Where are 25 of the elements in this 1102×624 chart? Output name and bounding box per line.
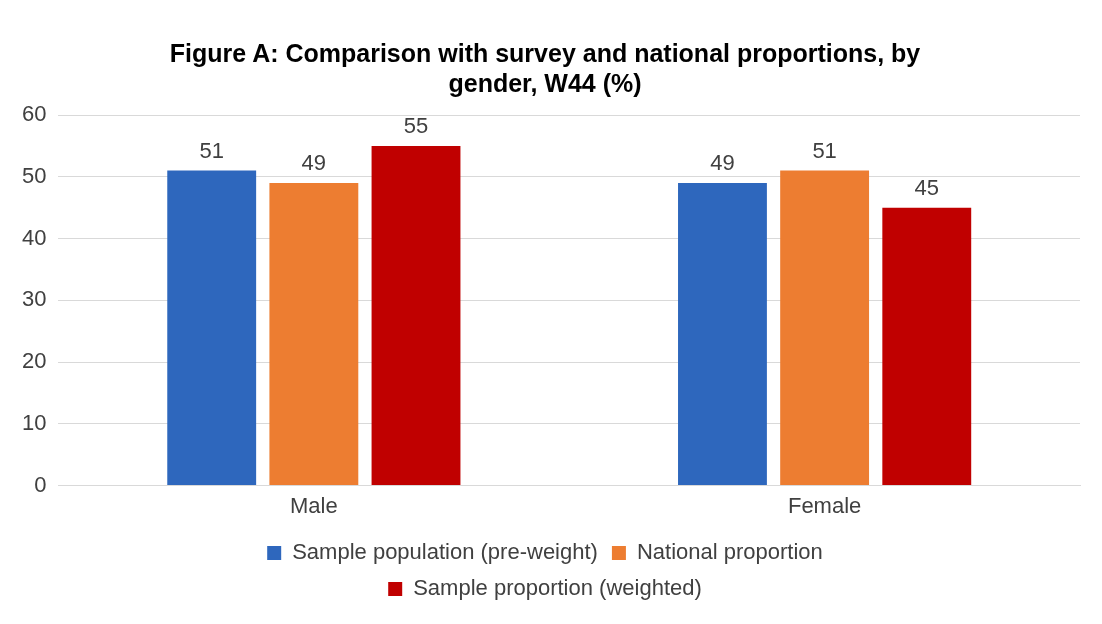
data-label: 49: [710, 150, 735, 176]
y-tick-label: 20: [21, 348, 47, 374]
bar: [167, 170, 257, 486]
data-label: 55: [403, 112, 429, 138]
legend-label: Sample proportion (weighted): [413, 575, 702, 601]
data-label: 51: [812, 137, 837, 163]
y-tick-label: 30: [21, 286, 47, 312]
bar: [882, 207, 972, 486]
legend-label: National proportion: [636, 539, 823, 565]
y-tick-label: 40: [21, 224, 47, 250]
data-label: 45: [914, 174, 940, 200]
legend-label: Sample population (pre-weight): [292, 539, 598, 565]
y-tick-label: 60: [21, 101, 47, 127]
bar: [780, 170, 870, 486]
data-label: 49: [301, 150, 327, 176]
bar: [678, 182, 767, 486]
x-tick-label: Female: [787, 492, 862, 518]
bar: [269, 182, 359, 486]
y-tick-label: 0: [34, 471, 47, 497]
x-tick-label: Male: [290, 492, 338, 518]
bar: [371, 145, 461, 486]
chart-title: Figure A: Comparison with survey and national proportions, by gender, W44 (%): [169, 38, 921, 97]
y-tick-label: 10: [21, 409, 47, 435]
y-tick-label: 50: [21, 162, 47, 188]
data-label: 51: [199, 137, 224, 163]
